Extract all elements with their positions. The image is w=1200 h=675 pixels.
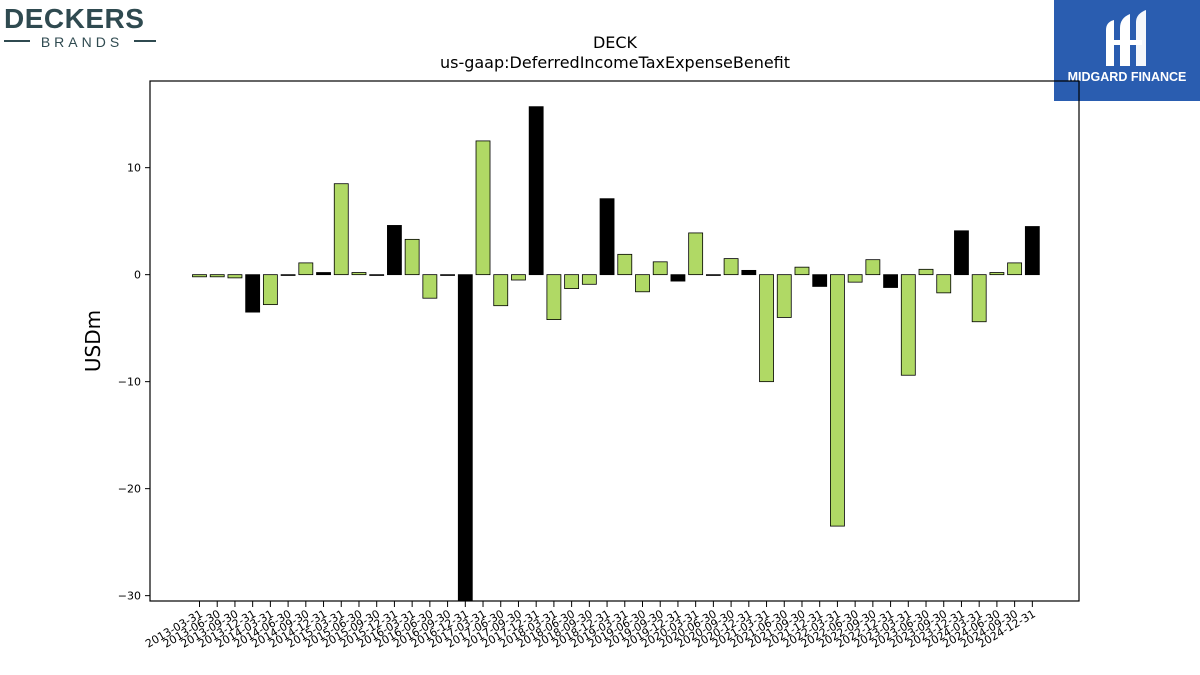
bar-2023-09-30 xyxy=(936,274,952,294)
bar-2020-06-30 xyxy=(705,274,721,276)
y-tick-label: −30 xyxy=(118,590,141,603)
deckers-brands-logo: DECKERS BRANDS xyxy=(4,3,156,50)
bar-2015-09-30 xyxy=(369,274,385,276)
bar-2018-03-31 xyxy=(546,274,562,321)
midgard-emblem-icon xyxy=(1106,10,1146,66)
bar-2014-12-31 xyxy=(316,272,331,276)
bar-2019-03-31 xyxy=(617,253,633,276)
bar-2023-03-31 xyxy=(900,274,916,376)
y-axis-ticks: −30 −20 −10 0 10 xyxy=(118,162,150,603)
bar-2021-12-31 xyxy=(812,274,828,287)
bar-2024-09-30 xyxy=(1007,262,1023,276)
bar-2024-03-31 xyxy=(971,274,987,323)
bar-2015-03-31 xyxy=(333,183,349,276)
bar-2017-06-30 xyxy=(493,274,509,307)
bar-2024-06-30 xyxy=(989,272,1005,276)
bar-2016-12-31 xyxy=(457,274,473,602)
y-tick-label: 10 xyxy=(127,162,141,175)
midgard-finance-logo: MIDGARD FINANCE xyxy=(1054,0,1200,101)
bar-2021-09-30 xyxy=(794,266,810,276)
bar-2022-09-30 xyxy=(865,259,881,276)
bar-2020-12-31 xyxy=(741,269,757,276)
bar-2014-03-31 xyxy=(262,274,278,306)
bar-2017-09-30 xyxy=(511,274,526,281)
y-axis-label: USDm xyxy=(81,310,105,372)
bar-2016-03-31 xyxy=(404,238,420,276)
bar-2013-03-31 xyxy=(192,274,207,278)
y-tick-label: −10 xyxy=(118,376,141,389)
bar-2016-06-30 xyxy=(422,274,438,299)
bar-2016-09-30 xyxy=(440,274,455,276)
bar-2024-12-31 xyxy=(1024,226,1040,276)
bar-2023-12-31 xyxy=(954,230,969,276)
y-tick-label: −20 xyxy=(118,483,141,496)
logo-company-name: DECKERS xyxy=(4,3,144,34)
bar-2014-06-30 xyxy=(280,274,296,276)
logo-company-tagline: BRANDS xyxy=(41,34,123,50)
chart-subtitle: us-gaap:DeferredIncomeTaxExpenseBenefit xyxy=(440,53,790,72)
bar-2018-06-30 xyxy=(564,274,580,289)
bar-2018-12-31 xyxy=(599,198,615,276)
bar-2013-09-30 xyxy=(227,274,243,279)
bar-2018-09-30 xyxy=(581,274,597,285)
bar-2020-03-31 xyxy=(688,232,704,276)
x-axis-ticks: 2013-03-312013-06-302013-09-302013-12-31… xyxy=(143,601,1038,651)
bar-2021-03-31 xyxy=(759,274,774,383)
bar-2015-06-30 xyxy=(351,272,367,276)
bar-2023-06-30 xyxy=(918,268,934,276)
bar-2014-09-30 xyxy=(298,262,314,276)
bar-2019-06-30 xyxy=(635,274,650,293)
y-tick-label: 0 xyxy=(134,269,141,282)
bar-2022-03-31 xyxy=(830,274,845,527)
bar-2013-12-31 xyxy=(245,274,261,313)
bar-2022-12-31 xyxy=(883,274,898,288)
bar-2013-06-30 xyxy=(209,274,225,278)
bar-2022-06-30 xyxy=(847,274,863,283)
bar-2019-09-30 xyxy=(652,261,668,276)
bar-2017-03-31 xyxy=(475,140,491,276)
plot-frame xyxy=(149,80,1080,602)
bar-2021-06-30 xyxy=(776,274,792,318)
bar-2020-09-30 xyxy=(723,258,739,276)
bar-2015-12-31 xyxy=(387,225,402,276)
bar-2017-12-31 xyxy=(528,106,544,276)
bars-group xyxy=(192,106,1040,602)
bar-2019-12-31 xyxy=(670,274,686,282)
logo-publisher-name: MIDGARD FINANCE xyxy=(1068,70,1187,84)
chart-title: DECK xyxy=(593,33,638,52)
